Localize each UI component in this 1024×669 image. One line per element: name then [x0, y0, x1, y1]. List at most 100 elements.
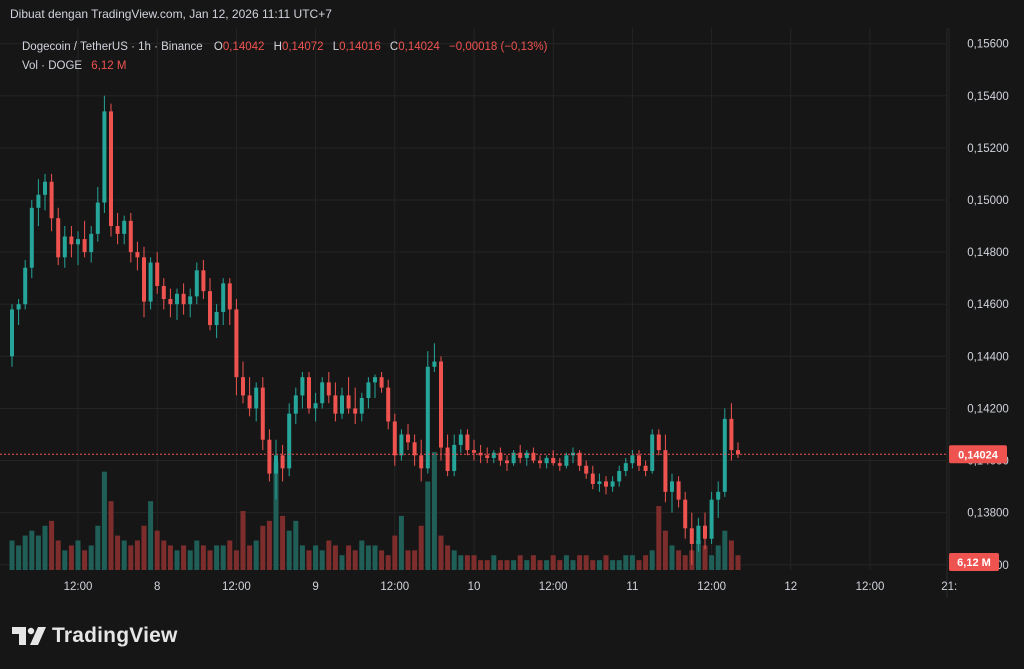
volume-bar — [148, 501, 154, 570]
volume-bar — [101, 471, 107, 570]
legend-symbol: Dogecoin / TetherUS · 1h · Binance — [22, 41, 203, 53]
candle — [280, 444, 285, 482]
candle — [82, 220, 87, 258]
volume-bar — [669, 545, 675, 570]
candle-body — [175, 293, 179, 305]
candle-body — [353, 408, 358, 414]
volume-bar — [431, 452, 437, 570]
x-tick-label: 12:00 — [856, 581, 885, 593]
candle — [373, 374, 377, 399]
candle — [531, 447, 536, 464]
candle-body — [676, 481, 681, 500]
legend-low-label: L — [333, 41, 340, 53]
volume-bar — [385, 555, 391, 570]
candle — [524, 450, 529, 466]
candlestick-chart[interactable]: 0,15600 0,15400 0,15200 0,15000 0,14800 0,146… — [0, 28, 1024, 598]
candle-body — [584, 465, 589, 474]
volume-badge — [949, 553, 999, 571]
volume-bar — [82, 550, 88, 570]
volume-bar — [299, 545, 305, 570]
candle — [241, 361, 245, 404]
volume-bar — [42, 525, 48, 570]
candle — [623, 457, 628, 477]
candle-body — [564, 455, 569, 466]
candle — [643, 460, 648, 477]
volume-bar — [392, 535, 398, 570]
candle — [161, 278, 166, 310]
candle-body — [716, 491, 721, 500]
volume-bar — [398, 515, 404, 570]
candle — [221, 278, 226, 326]
candle — [656, 429, 661, 456]
candle — [505, 455, 509, 471]
candle — [736, 442, 740, 458]
candle-body — [346, 395, 351, 409]
volume-bar — [682, 555, 688, 570]
volume-bar — [524, 560, 530, 570]
volume-bar — [227, 540, 233, 570]
candle-body — [379, 377, 384, 388]
candle — [729, 403, 734, 461]
y-tick-label: 0,14200 — [967, 403, 1009, 415]
candle-body — [406, 434, 410, 443]
candle-body — [689, 528, 694, 544]
candle — [379, 371, 384, 393]
volume-bar — [200, 545, 206, 570]
candle — [247, 377, 252, 417]
tradingview-logo[interactable]: TradingView — [12, 624, 178, 648]
x-tick-label: 9 — [312, 581, 318, 593]
legend-volume-label: Vol · DOGE — [22, 60, 82, 72]
candle — [188, 288, 193, 318]
volume-bar — [115, 535, 121, 570]
candle-body — [155, 262, 160, 286]
volume-bar — [550, 555, 556, 570]
candle-body — [709, 499, 714, 539]
candle — [392, 413, 397, 466]
candle — [168, 288, 173, 318]
candle — [142, 246, 146, 318]
candle — [597, 473, 602, 492]
candle-body — [307, 377, 311, 409]
volume-bar — [233, 550, 239, 570]
candle — [340, 387, 344, 419]
y-tick-label: 0,15200 — [967, 143, 1009, 155]
volume-bar — [214, 545, 220, 570]
volume-bar — [240, 511, 246, 570]
candle-body — [95, 202, 100, 234]
candle-body — [696, 525, 701, 544]
volume-bar — [709, 555, 715, 570]
candle — [16, 299, 21, 326]
candle — [564, 452, 569, 469]
candle — [89, 226, 94, 263]
candle-body — [313, 403, 318, 409]
candle — [320, 377, 325, 409]
legend-high-label: H — [274, 41, 282, 53]
candle — [254, 382, 259, 422]
volume-bar — [22, 535, 28, 570]
candle-body — [623, 463, 628, 471]
candle — [300, 371, 305, 409]
candle — [214, 304, 219, 339]
volume-bar — [451, 550, 457, 570]
candle-body — [617, 470, 622, 482]
candle-body — [234, 309, 239, 378]
footer: TradingView — [0, 598, 1024, 669]
candle-body — [498, 452, 503, 461]
volume-bar — [728, 540, 734, 570]
volume-bar — [530, 555, 536, 570]
volume-bar — [194, 540, 200, 570]
legend-open-value: 0,14042 — [223, 41, 265, 53]
candle — [630, 450, 635, 469]
candle-body — [663, 450, 668, 492]
candle-body — [214, 312, 219, 326]
last-price-badge — [949, 445, 1007, 464]
volume-bar — [29, 530, 35, 570]
volume-bar — [55, 540, 61, 570]
candle — [412, 434, 417, 466]
candle-body — [399, 434, 404, 456]
y-tick-label: 0,14400 — [967, 351, 1009, 363]
candle-body — [267, 439, 272, 474]
candle — [722, 408, 727, 498]
candle-body — [181, 293, 186, 305]
candle-body — [670, 481, 674, 492]
